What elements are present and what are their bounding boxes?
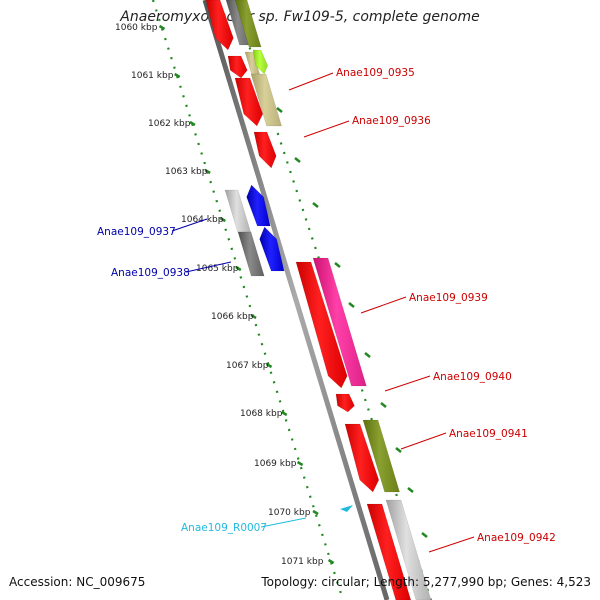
tick-label: 1067 kbp bbox=[226, 361, 269, 371]
tick-label: 1066 kbp bbox=[211, 312, 254, 322]
tick-marks: 1060 kbp 1061 kbp 1062 kbp 1063 kbp 1064 kbp… bbox=[115, 23, 428, 567]
gene-label[interactable]: Anae109_0941 bbox=[449, 428, 528, 440]
gene-block-pink bbox=[312, 257, 367, 387]
tick-label: 1062 kbp bbox=[148, 119, 191, 129]
tick-mark bbox=[364, 352, 371, 358]
gene-label[interactable]: Anae109_0937 bbox=[97, 226, 176, 238]
gene-block-red bbox=[344, 423, 380, 493]
gene-label[interactable]: Anae109_0939 bbox=[409, 292, 488, 304]
genes bbox=[205, 0, 432, 600]
label-leader-line bbox=[171, 218, 208, 232]
gene-block-blue bbox=[259, 226, 285, 272]
backbone bbox=[202, 0, 390, 600]
gene-block-red bbox=[295, 261, 348, 389]
tick-mark bbox=[235, 265, 242, 272]
tick-mark bbox=[265, 362, 273, 369]
label-leader-line bbox=[384, 375, 431, 392]
tick-mark bbox=[296, 460, 304, 467]
gene-label[interactable]: Anae109_0938 bbox=[111, 267, 190, 279]
tick-label: 1060 kbp bbox=[115, 23, 158, 33]
rna-arrow bbox=[340, 505, 353, 512]
tick-mark bbox=[204, 168, 211, 175]
gene-block-red bbox=[227, 55, 248, 79]
tick-label: 1070 kbp bbox=[268, 508, 311, 518]
tick-mark bbox=[395, 447, 402, 453]
tick-label: 1061 kbp bbox=[131, 71, 174, 81]
label-leader-line bbox=[288, 72, 334, 91]
label-leader-line bbox=[400, 432, 447, 450]
gene-block-red bbox=[366, 503, 412, 600]
tick-mark bbox=[189, 120, 196, 127]
gene-block-red bbox=[234, 77, 264, 127]
gene-labels: Anae109_0935 Anae109_0936 Anae109_0937 Anae… bbox=[97, 67, 556, 553]
tick-mark bbox=[158, 24, 166, 31]
gene-block-red bbox=[253, 131, 277, 169]
label-leader-line bbox=[260, 517, 307, 528]
tick-label: 1065 kbp bbox=[196, 264, 239, 274]
gene-label[interactable]: Anae109_0940 bbox=[433, 371, 512, 383]
gene-block-lime bbox=[252, 49, 268, 75]
gene-label[interactable]: Anae109_0942 bbox=[477, 532, 556, 544]
label-leader-line bbox=[428, 536, 475, 553]
gene-block-darkgray bbox=[237, 231, 265, 277]
tick-label: 1063 kbp bbox=[165, 167, 208, 177]
tick-mark bbox=[421, 532, 428, 538]
tick-label: 1064 kbp bbox=[181, 215, 224, 225]
tick-label: 1069 kbp bbox=[254, 459, 297, 469]
gene-block-lightgray bbox=[385, 499, 432, 600]
gene-block-olive bbox=[234, 0, 262, 48]
gene-block-red bbox=[335, 393, 355, 413]
tick-mark bbox=[281, 410, 288, 417]
gene-block-red bbox=[205, 0, 234, 51]
label-leader-line bbox=[185, 261, 232, 273]
tick-mark bbox=[294, 157, 301, 163]
gene-block-khaki bbox=[250, 73, 282, 127]
tick-mark bbox=[174, 72, 181, 79]
tick-mark bbox=[250, 313, 257, 320]
accession-text: Accession: NC_009675 bbox=[9, 575, 146, 589]
label-leader-line bbox=[360, 296, 407, 314]
tick-mark bbox=[380, 402, 387, 408]
tick-mark bbox=[312, 202, 319, 208]
tick-label: 1071 kbp bbox=[281, 557, 324, 567]
tick-mark bbox=[312, 509, 319, 516]
tick-mark bbox=[348, 302, 355, 308]
tick-mark bbox=[219, 216, 226, 223]
gene-block-olive bbox=[362, 419, 400, 493]
gene-label[interactable]: Anae109_0936 bbox=[352, 115, 431, 127]
gene-label[interactable]: Anae109_0935 bbox=[336, 67, 415, 79]
tick-mark bbox=[276, 107, 283, 113]
gene-label[interactable]: Anae109_R0007 bbox=[181, 522, 267, 534]
genome-summary: Topology: circular; Length: 5,277,990 bp… bbox=[261, 575, 591, 589]
gene-block-blue bbox=[246, 184, 271, 227]
tick-mark bbox=[327, 558, 335, 565]
label-leader-line bbox=[303, 120, 350, 138]
tick-mark bbox=[334, 262, 341, 268]
tick-label: 1068 kbp bbox=[240, 409, 283, 419]
tick-mark bbox=[407, 487, 414, 493]
